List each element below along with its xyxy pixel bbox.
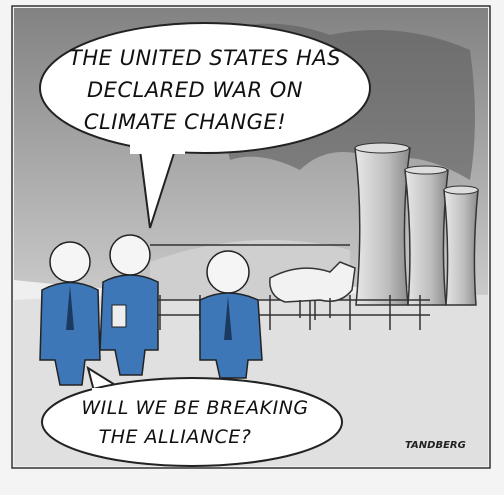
tower — [405, 168, 448, 306]
bubble-text: WILL WE BE BREAKING — [81, 397, 308, 419]
bubble-text: THE UNITED STATES HAS — [69, 46, 341, 70]
bubble-text: CLIMATE CHANGE! — [84, 110, 286, 134]
page: {"speech_bubbles": [ {"lines": ["THE UNI… — [0, 0, 504, 495]
cartoon: THE UNITED STATES HAS DECLARED WAR ON CL… — [0, 0, 504, 495]
speech-bubble — [42, 378, 342, 466]
bubble-join — [130, 140, 185, 154]
bubble-text: THE ALLIANCE? — [99, 426, 252, 448]
tower — [355, 144, 410, 305]
head — [207, 251, 249, 293]
papers — [112, 305, 126, 327]
tower-top — [355, 143, 409, 153]
head — [110, 235, 150, 275]
head — [50, 242, 90, 282]
tower-top — [444, 186, 478, 194]
bubble-text: DECLARED WAR ON — [87, 78, 303, 102]
tower — [444, 188, 478, 305]
tower-top — [405, 166, 447, 174]
signature: TANDBERG — [405, 440, 466, 451]
